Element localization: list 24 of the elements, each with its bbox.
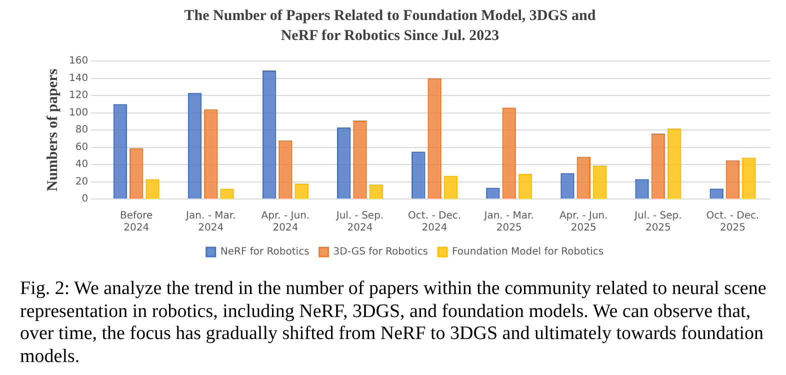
y-axis-title: Numbers of papers	[44, 68, 61, 192]
y-tick-label: 160	[68, 56, 88, 67]
x-tick-label: Jul. - Sep. 2024	[335, 210, 384, 234]
caption: Fig. 2: We analyze the trend in the number of papers within the community related to neural scene representation in robotics, including NeRF, 3DGS, and foundation models. We can observe that, over time, the focus has gradually shifted from NeRF to 3DGS and ultimately towards foundation models.	[20, 278, 768, 368]
x-tick-label: Apr. - Jun. 2024	[261, 210, 310, 234]
y-tick-label: 80	[75, 124, 88, 136]
x-tick-label: Oct. - Dec. 2024	[408, 210, 462, 234]
x-tick-label: Before 2024	[120, 210, 153, 234]
x-tick-label: Jan. - Mar. 2025	[483, 210, 534, 234]
x-tick-label: Jan. - Mar. 2024	[185, 210, 236, 234]
x-tick-label: Jul. - Sep. 2025	[634, 210, 682, 234]
y-tick-label: 20	[75, 176, 88, 188]
legend-label: Foundation Model for Robotics	[452, 246, 604, 258]
y-tick-label: 100	[68, 107, 88, 118]
y-tick-label: 0	[82, 194, 88, 205]
chart-title: The Number of Papers Related to Foundation Model, 3DGS and NeRF for Robotics Since Jul. 2023	[183, 7, 597, 46]
x-tick-label: Oct. - Dec. 2025	[706, 210, 760, 234]
y-tick-label: 40	[75, 159, 88, 170]
y-tick-label: 140	[68, 72, 88, 84]
legend-label: NeRF for Robotics	[220, 246, 310, 258]
y-tick-label: 120	[68, 90, 88, 102]
x-tick-label: Apr. - Jun. 2025	[559, 210, 608, 234]
legend-label: 3D-GS for Robotics	[333, 246, 428, 258]
y-tick-label: 60	[75, 142, 88, 153]
